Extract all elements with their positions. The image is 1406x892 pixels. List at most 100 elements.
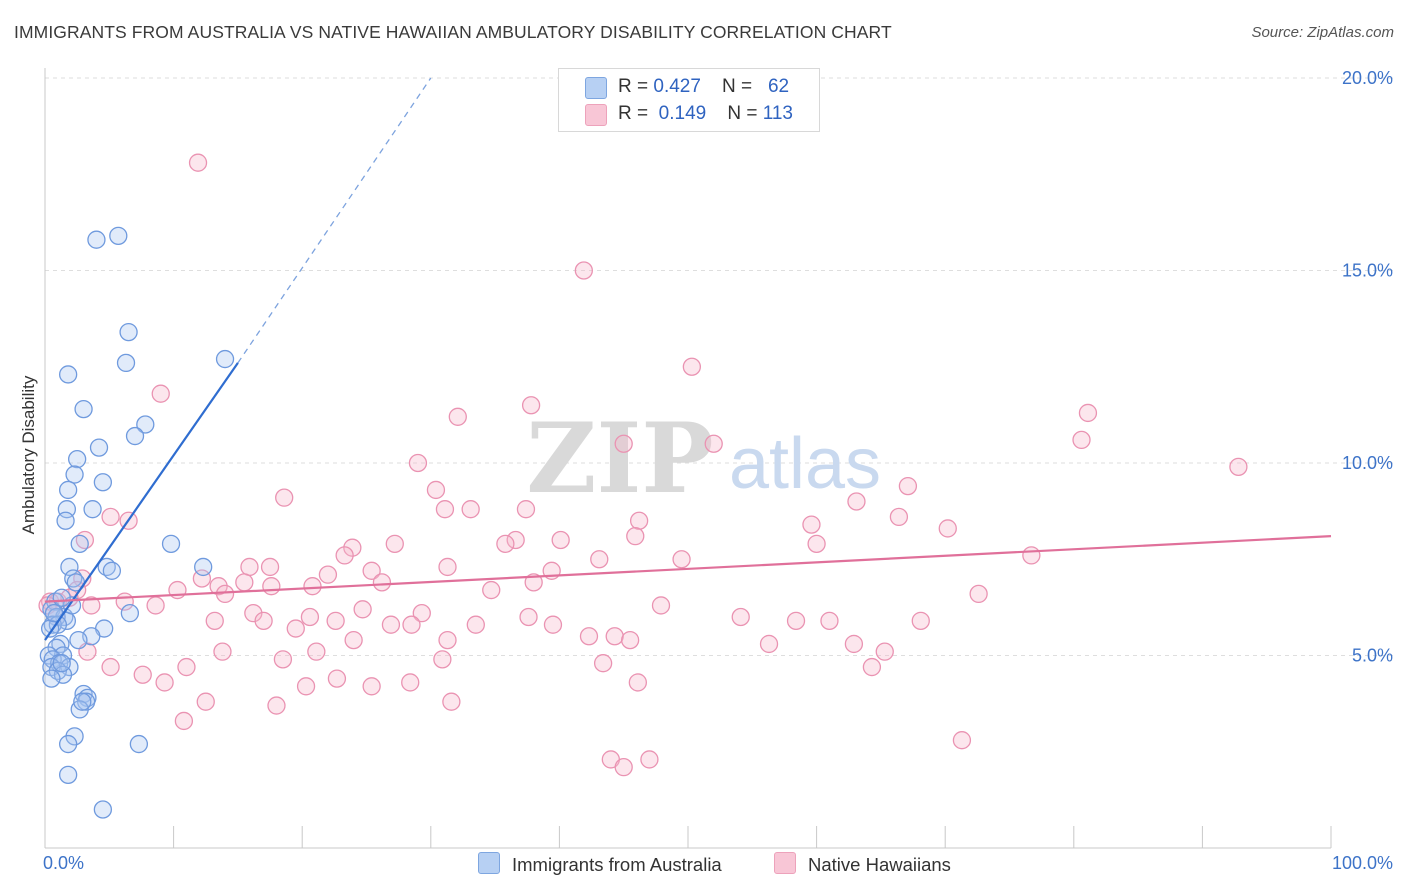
y-axis-label: Ambulatory Disability [19, 375, 38, 534]
legend-swatch-pink [585, 104, 607, 126]
australia-point [215, 349, 235, 369]
hawaiian-point [551, 530, 570, 550]
australia-point [194, 557, 213, 577]
australia-point [74, 399, 93, 419]
legend-n-value: 113 [762, 103, 793, 124]
australia-point [129, 734, 149, 754]
hawaiian-point [188, 153, 208, 172]
hawaiian-point [318, 565, 338, 584]
australia-point [161, 534, 181, 553]
hawaiian-point [759, 634, 779, 654]
hawaiian-point [506, 530, 525, 550]
australia-point [125, 426, 145, 446]
hawaiian-trend-line [44, 535, 1332, 603]
hawaiian-point [579, 627, 599, 646]
hawaiian-point [844, 634, 864, 654]
hawaiian-point [385, 534, 404, 553]
y-tick-label: 20.0% [1342, 68, 1393, 88]
australia-point [68, 449, 87, 469]
hawaiian-point [731, 607, 750, 627]
watermark: ZIP atlas [526, 402, 881, 515]
chart-title: IMMIGRANTS FROM AUSTRALIA VS NATIVE HAWA… [14, 22, 892, 42]
hawaiian-point [101, 657, 120, 677]
hawaiian-point [496, 534, 515, 553]
x-tick-label: 0.0% [43, 853, 84, 873]
hawaiian-point [273, 650, 293, 669]
australia-point [70, 534, 89, 553]
hawaiian-point [448, 407, 467, 426]
bottom-legend-label: Immigrants from Australia [512, 854, 722, 875]
australia-points [39, 226, 235, 819]
native-hawaiians-points [38, 153, 1248, 777]
hawaiian-point [461, 500, 480, 519]
hawaiian-point [343, 538, 362, 557]
hawaiian-point [629, 511, 649, 530]
australia-point [102, 561, 122, 580]
australia-point [65, 465, 84, 484]
hawaiian-point [519, 607, 538, 627]
bottom-legend-hawaiians: Native Hawaiians [774, 852, 951, 876]
hawaiian-point [574, 261, 593, 280]
legend-n-label: N = [722, 76, 758, 97]
hawaiian-point [438, 557, 457, 577]
australia-point [58, 480, 78, 500]
hawaiian-point [262, 577, 281, 596]
hawaiian-point [1072, 430, 1091, 450]
hawaiian-point [372, 573, 392, 592]
y-tick-label: 5.0% [1352, 646, 1393, 666]
x-tick-label: 100.0% [1332, 853, 1393, 873]
y-tick-label: 10.0% [1342, 453, 1393, 473]
australia-point [60, 557, 79, 577]
australia-point [89, 438, 109, 457]
hawaiian-point [326, 611, 345, 630]
hawaiian-point [327, 669, 347, 688]
hawaiian-point [1229, 457, 1248, 477]
hawaiian-point [254, 611, 273, 630]
legend-n-label: N = [727, 103, 763, 124]
australia-point [83, 500, 102, 519]
australia-point [58, 365, 78, 384]
hawaiian-point [802, 515, 821, 534]
hawaiian-point [146, 596, 165, 615]
australia-point [58, 734, 78, 754]
hawaiian-point [402, 615, 421, 634]
australia-point [52, 588, 71, 607]
hawaiian-point [620, 630, 640, 650]
hawaiian-point [605, 627, 624, 646]
hawaiian-point [1022, 546, 1041, 565]
australia-point [136, 415, 155, 434]
hawaiian-point [786, 611, 806, 630]
hawaiian-point [938, 519, 957, 538]
hawaiian-point [807, 534, 826, 553]
australia-point [56, 511, 75, 530]
watermark-zip: ZIP [526, 402, 713, 515]
hawaiian-point [412, 604, 431, 623]
hawaiian-point [267, 696, 286, 715]
australia-point [69, 630, 88, 650]
australia-point [58, 765, 78, 784]
hawaiian-point [704, 434, 723, 453]
hawaiian-point [362, 677, 381, 696]
hawaiian-point [235, 573, 254, 592]
hawaiian-point [151, 384, 170, 403]
hawaiian-point [543, 615, 563, 634]
hawaiian-point [307, 642, 326, 661]
australia-point [119, 322, 138, 342]
hawaiian-point [300, 607, 320, 627]
hawaiian-point [438, 630, 457, 650]
hawaiian-point [1078, 403, 1098, 423]
hawaiian-point [911, 611, 930, 630]
hawaiian-point [672, 550, 691, 569]
hawaiian-point [898, 476, 918, 496]
australia-point [93, 800, 113, 819]
hawaiian-point [626, 527, 645, 546]
hawaiian-point [614, 758, 633, 777]
legend: R = 0.427 N = 62 R = 0.149 N = 113 [558, 68, 820, 132]
hawaiian-point [682, 357, 702, 376]
australia-point [52, 654, 71, 673]
hawaiian-point [174, 711, 194, 731]
hawaiian-point [426, 480, 446, 500]
hawaiian-point [213, 642, 232, 661]
australia-point [87, 230, 106, 249]
hawaiian-point [286, 619, 305, 638]
